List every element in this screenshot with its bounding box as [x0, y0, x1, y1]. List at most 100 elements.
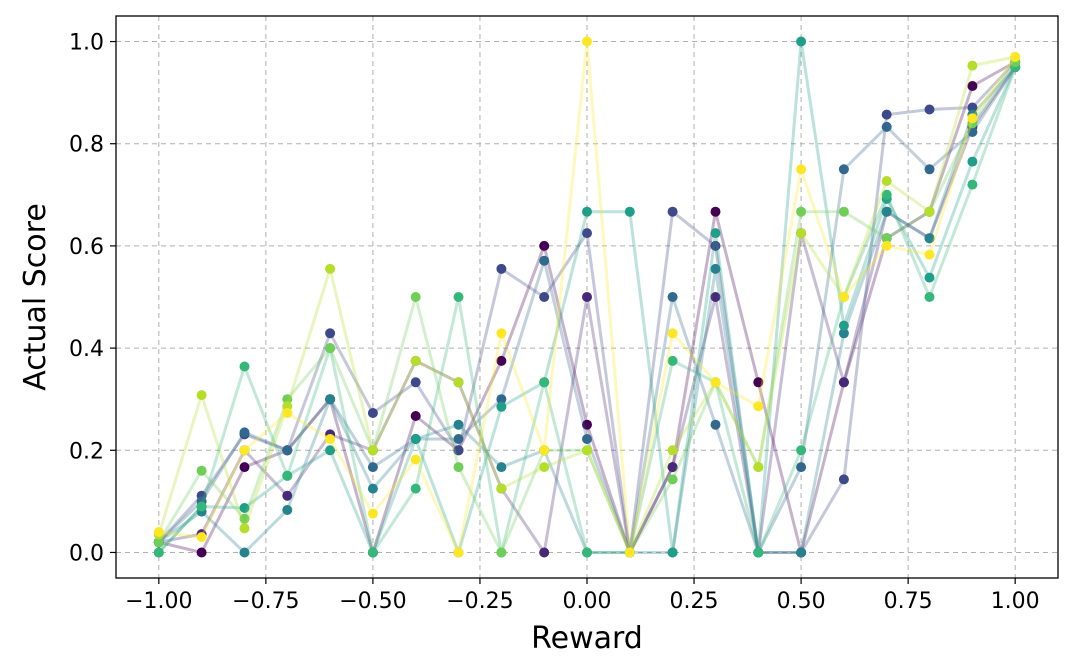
data-point: [753, 401, 764, 412]
data-point: [967, 113, 978, 124]
data-point: [967, 60, 978, 71]
data-point: [881, 240, 892, 251]
data-point: [582, 206, 592, 217]
data-point: [924, 233, 935, 244]
data-point: [325, 343, 336, 354]
data-point: [710, 292, 721, 302]
x-tick-label: −0.75: [232, 589, 299, 614]
data-point: [453, 547, 464, 558]
data-point: [239, 503, 250, 513]
x-tick-label: 1.00: [991, 589, 1040, 614]
data-point: [539, 377, 550, 388]
data-point: [838, 320, 849, 331]
x-axis-title: Reward: [531, 621, 643, 656]
data-point: [667, 474, 678, 485]
data-point: [496, 394, 507, 405]
tick-layer: −1.00 −0.75 −0.50 −0.25 0.00 0.25 0.50 0.75 1.00…: [69, 31, 1040, 614]
data-point: [367, 408, 378, 418]
data-point: [967, 179, 978, 190]
data-point: [453, 377, 464, 388]
data-point: [796, 547, 807, 558]
data-point: [325, 445, 336, 456]
data-point: [496, 328, 507, 339]
data-point: [667, 328, 678, 339]
data-point: [582, 547, 592, 558]
data-point: [410, 483, 421, 494]
data-point: [410, 377, 421, 388]
data-point: [710, 206, 721, 217]
data-point: [239, 523, 250, 534]
data-point: [924, 164, 935, 175]
data-point: [881, 121, 892, 132]
data-point: [710, 263, 721, 274]
data-point: [710, 240, 721, 251]
data-point: [796, 445, 807, 456]
data-point: [239, 462, 250, 473]
data-point: [282, 445, 293, 456]
x-tick-label: 0.75: [884, 589, 933, 614]
data-point: [153, 537, 164, 548]
data-point: [410, 434, 421, 444]
data-point: [325, 263, 336, 274]
data-point: [410, 454, 421, 465]
data-point: [582, 36, 592, 47]
data-point: [496, 547, 507, 558]
data-point: [753, 377, 764, 388]
x-tick-label: −1.00: [125, 589, 192, 614]
data-point: [967, 127, 978, 137]
y-axis-title: Actual Score: [18, 203, 53, 391]
data-point: [881, 176, 892, 186]
data-point: [496, 483, 507, 494]
data-point: [967, 102, 978, 113]
data-point: [239, 427, 250, 438]
data-point: [582, 434, 592, 444]
data-point: [838, 474, 849, 485]
data-point: [282, 490, 293, 501]
data-point: [282, 505, 293, 515]
x-tick-label: 0.00: [563, 589, 612, 614]
data-point: [453, 434, 464, 444]
y-tick-label: 1.0: [69, 31, 104, 56]
data-point: [239, 513, 250, 524]
grid-layer: [116, 16, 1058, 578]
data-point: [239, 445, 250, 456]
data-point: [796, 164, 807, 175]
data-point: [967, 156, 978, 167]
data-point: [539, 255, 550, 266]
data-point: [881, 206, 892, 217]
data-point: [753, 547, 764, 558]
data-point: [924, 292, 935, 302]
data-point: [838, 206, 849, 217]
data-point: [667, 462, 678, 473]
data-point: [367, 445, 378, 456]
data-point: [881, 233, 892, 244]
data-point: [924, 272, 935, 283]
data-point: [539, 462, 550, 473]
data-point: [196, 547, 207, 558]
data-point: [667, 547, 678, 558]
data-point: [496, 355, 507, 366]
series-9: [153, 36, 1021, 558]
data-point: [367, 508, 378, 519]
data-point: [325, 434, 336, 444]
data-point: [367, 483, 378, 494]
data-point: [582, 419, 592, 430]
data-point: [539, 445, 550, 456]
data-point: [624, 547, 635, 558]
data-point: [710, 377, 721, 388]
data-point: [196, 501, 207, 512]
data-point: [582, 445, 592, 456]
data-point: [667, 355, 678, 366]
data-point: [453, 419, 464, 430]
data-point: [881, 109, 892, 120]
data-point: [796, 462, 807, 473]
data-point: [153, 547, 164, 558]
x-tick-label: −0.50: [339, 589, 406, 614]
data-point: [282, 470, 293, 481]
data-point: [453, 462, 464, 473]
data-point: [710, 228, 721, 239]
data-point: [796, 206, 807, 217]
data-point: [1010, 51, 1021, 62]
data-point: [453, 445, 464, 456]
